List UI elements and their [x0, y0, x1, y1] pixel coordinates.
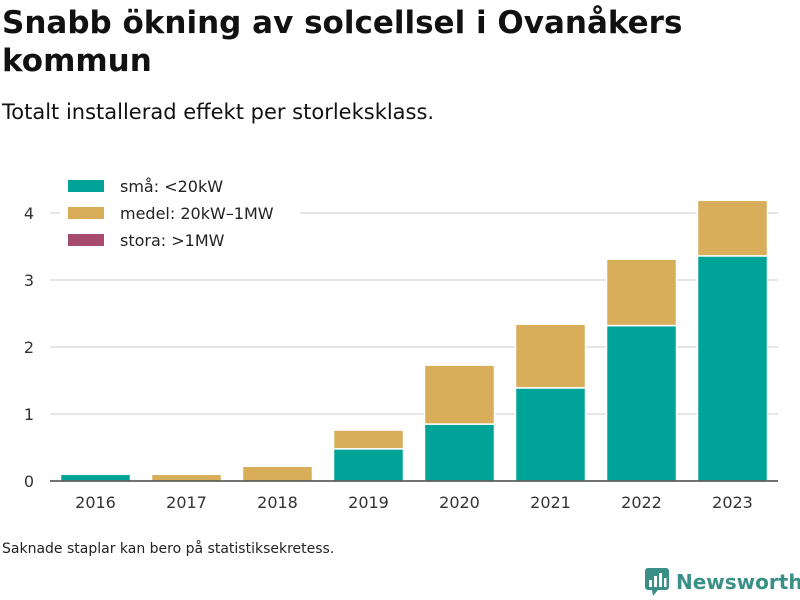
bar-segment [605, 324, 678, 482]
bar-segment [696, 255, 769, 482]
y-tick-label: 3 [24, 271, 34, 290]
x-tick-label: 2016 [75, 493, 116, 512]
bar-segment [332, 448, 405, 482]
x-tick-label: 2018 [257, 493, 298, 512]
legend-swatch [68, 234, 104, 246]
bar-segment [514, 387, 587, 482]
bar-segment [241, 465, 314, 482]
bar-segment [696, 199, 769, 257]
y-tick-label: 2 [24, 338, 34, 357]
legend-label: medel: 20kW–1MW [120, 204, 274, 223]
bar-segment [59, 473, 132, 482]
y-tick-label: 1 [24, 405, 34, 424]
x-tick-label: 2022 [621, 493, 662, 512]
footnote: Saknade staplar kan bero på statistiksek… [2, 541, 335, 557]
legend-swatch [68, 207, 104, 219]
legend-label: stora: >1MW [120, 231, 225, 250]
bar-segment [332, 429, 405, 450]
bar-segment [605, 258, 678, 327]
newsworthy-logo-icon [645, 568, 669, 596]
chart-subtitle: Totalt installerad effekt per storlekskl… [2, 100, 435, 124]
brand-name: Newsworthy [676, 570, 800, 594]
x-tick-label: 2020 [439, 493, 480, 512]
brand[interactable]: Newsworthy [644, 567, 800, 597]
x-tick-label: 2019 [348, 493, 389, 512]
chart-title: Snabb ökning av solcellsel i Ovanåkers k… [2, 5, 683, 79]
bar-segment [514, 323, 587, 389]
legend-label: små: <20kW [120, 177, 223, 196]
bar-segment [150, 473, 223, 482]
x-tick-label: 2021 [530, 493, 571, 512]
bar-chart: 0 1 2 3 4 2016 2017 2018 2019 2020 2021 2022 2023 sm… [23, 177, 778, 512]
bar-segment [423, 364, 496, 425]
bar-segment [423, 423, 496, 482]
legend-swatch [68, 180, 104, 192]
x-tick-label: 2023 [712, 493, 753, 512]
y-tick-label: 4 [24, 204, 34, 223]
x-tick-label: 2017 [166, 493, 207, 512]
y-tick-label: 0 [24, 472, 34, 491]
